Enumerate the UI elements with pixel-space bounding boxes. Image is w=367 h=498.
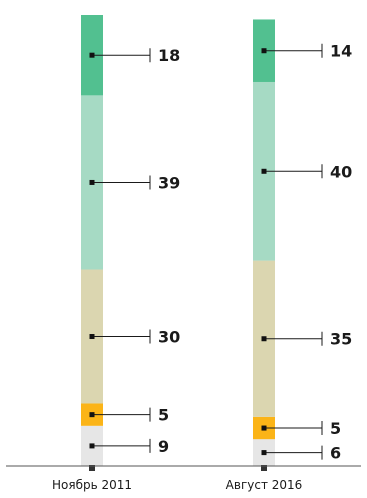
value-label-1-1: 5 — [330, 419, 341, 438]
value-label-0-4: 18 — [158, 46, 180, 65]
value-label-0-1: 5 — [158, 406, 169, 425]
leader-dot-1-3 — [261, 168, 267, 174]
leader-dot-0-3 — [89, 179, 95, 185]
leader-dot-0-4 — [89, 52, 95, 58]
leader-dot-1-0 — [261, 450, 267, 456]
value-label-1-0: 6 — [330, 444, 341, 463]
category-label-1: Август 2016 — [226, 478, 303, 492]
category-label-0: Ноябрь 2011 — [52, 478, 132, 492]
leader-dot-0-2 — [89, 334, 95, 340]
leader-dot-1-1 — [261, 425, 267, 431]
leader-dot-0-0 — [89, 443, 95, 449]
leader-dot-1-4 — [261, 48, 267, 54]
value-label-1-4: 14 — [330, 42, 352, 61]
value-label-0-2: 30 — [158, 328, 180, 347]
leader-dot-0-1 — [89, 412, 95, 418]
value-label-0-3: 39 — [158, 173, 180, 192]
value-label-1-3: 40 — [330, 162, 352, 181]
value-label-1-2: 35 — [330, 330, 352, 349]
baseline-marker-0 — [89, 465, 95, 471]
leader-dot-1-2 — [261, 336, 267, 342]
baseline-marker-1 — [261, 465, 267, 471]
value-label-0-0: 9 — [158, 437, 169, 456]
